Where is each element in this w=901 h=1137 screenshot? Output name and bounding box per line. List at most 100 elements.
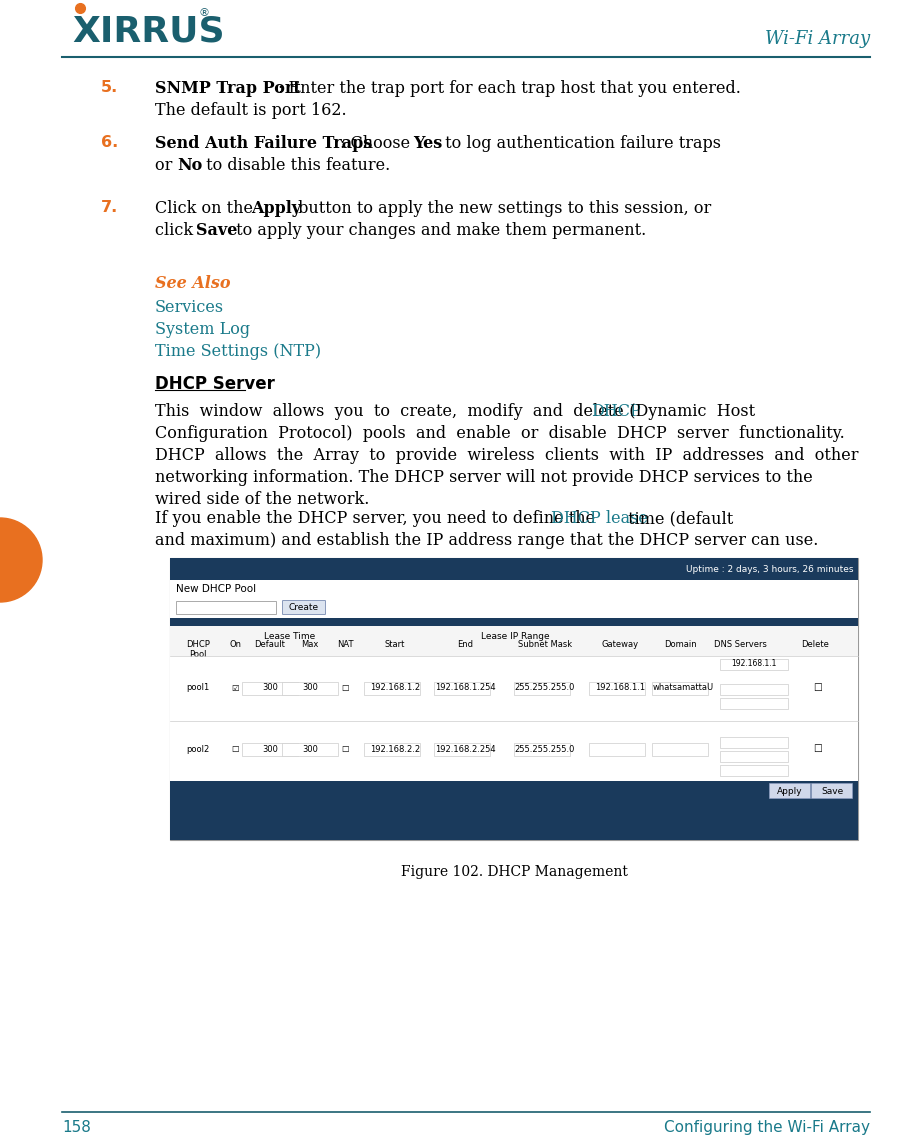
Text: DHCP: DHCP [591, 402, 641, 420]
Bar [170, 558, 858, 840]
Bar [242, 682, 298, 695]
Text: On: On [229, 640, 241, 649]
Text: : Choose: : Choose [340, 135, 415, 152]
Text: Services: Services [155, 299, 224, 316]
Bar [434, 742, 490, 756]
Text: End: End [457, 640, 473, 649]
Text: Apply: Apply [251, 200, 301, 217]
Text: to apply your changes and make them permanent.: to apply your changes and make them perm… [231, 222, 646, 239]
Text: Configuration  Protocol)  pools  and  enable  or  disable  DHCP  server  functio: Configuration Protocol) pools and enable… [155, 425, 845, 442]
Text: Save: Save [821, 787, 843, 796]
Text: 255.255.255.0: 255.255.255.0 [514, 745, 575, 754]
Bar [170, 656, 858, 721]
Text: and maximum) and establish the IP address range that the DHCP server can use.: and maximum) and establish the IP addres… [155, 532, 818, 549]
Text: The default is port 162.: The default is port 162. [155, 102, 347, 119]
Text: DNS Servers: DNS Servers [714, 640, 767, 649]
Text: System Log: System Log [155, 321, 250, 338]
Text: 192.168.2.254: 192.168.2.254 [434, 745, 496, 754]
Bar [652, 682, 708, 695]
Text: ☑: ☑ [232, 683, 239, 692]
Text: 192.168.1.1: 192.168.1.1 [732, 659, 777, 669]
Text: 255.255.255.0: 255.255.255.0 [514, 683, 575, 692]
Bar [170, 558, 858, 563]
Text: XIRRUS: XIRRUS [72, 14, 224, 48]
Text: Apply: Apply [778, 787, 803, 796]
Bar [514, 682, 570, 695]
Text: DHCP  allows  the  Array  to  provide  wireless  clients  with  IP  addresses  a: DHCP allows the Array to provide wireles… [155, 447, 859, 464]
Text: See Also: See Also [155, 275, 231, 292]
Text: Wi-Fi Array: Wi-Fi Array [765, 30, 870, 48]
Text: click: click [155, 222, 198, 239]
Bar [282, 682, 338, 695]
Text: DHCP Server: DHCP Server [155, 375, 275, 393]
Text: This  window  allows  you  to  create,  modify  and  delete: This window allows you to create, modify… [155, 402, 629, 420]
Text: Time Settings (NTP): Time Settings (NTP) [155, 343, 321, 360]
Text: 192.168.1.2: 192.168.1.2 [370, 683, 420, 692]
Bar [434, 682, 490, 695]
Text: Delete: Delete [801, 640, 829, 649]
Bar [514, 742, 570, 756]
Text: Uptime : 2 days, 3 hours, 26 minutes: Uptime : 2 days, 3 hours, 26 minutes [687, 564, 854, 573]
Bar [364, 742, 420, 756]
Text: networking information. The DHCP server will not provide DHCP services to the: networking information. The DHCP server … [155, 468, 813, 485]
Text: ☐: ☐ [341, 683, 349, 692]
Bar [720, 659, 788, 670]
Text: 192.168.1.1: 192.168.1.1 [595, 683, 645, 692]
Text: 300: 300 [302, 683, 318, 692]
Text: Gateway: Gateway [602, 640, 639, 649]
Bar [170, 781, 858, 840]
Bar [589, 742, 645, 756]
Text: DHCP lease: DHCP lease [551, 511, 648, 528]
FancyBboxPatch shape [283, 600, 325, 614]
Text: Max: Max [301, 640, 319, 649]
Bar [282, 742, 338, 756]
Text: 6.: 6. [101, 135, 118, 150]
Text: 300: 300 [262, 683, 278, 692]
Text: SNMP Trap Port: SNMP Trap Port [155, 80, 301, 97]
Bar [170, 619, 858, 626]
Bar [589, 682, 645, 695]
Text: ®: ® [198, 8, 209, 18]
Text: ☐: ☐ [814, 744, 823, 754]
FancyBboxPatch shape [769, 783, 811, 798]
Text: to log authentication failure traps: to log authentication failure traps [440, 135, 721, 152]
Text: No: No [177, 157, 202, 174]
Text: ☐: ☐ [232, 745, 239, 754]
Text: If you enable the DHCP server, you need to define the: If you enable the DHCP server, you need … [155, 511, 600, 528]
Text: Yes: Yes [413, 135, 442, 152]
Text: 5.: 5. [101, 80, 118, 96]
Bar [720, 752, 788, 762]
Text: Start: Start [385, 640, 405, 649]
Text: ☐: ☐ [814, 683, 823, 692]
Text: or: or [155, 157, 177, 174]
Text: 300: 300 [262, 745, 278, 754]
Text: Create: Create [289, 603, 319, 612]
Text: Configuring the Wi-Fi Array: Configuring the Wi-Fi Array [664, 1120, 870, 1135]
Text: to disable this feature.: to disable this feature. [201, 157, 390, 174]
Text: Figure 102. DHCP Management: Figure 102. DHCP Management [401, 865, 627, 879]
Bar [652, 742, 708, 756]
Text: button to apply the new settings to this session, or: button to apply the new settings to this… [293, 200, 711, 217]
Text: Domain: Domain [664, 640, 696, 649]
Text: Subnet Mask: Subnet Mask [518, 640, 572, 649]
Bar [242, 742, 298, 756]
Text: Send Auth Failure Traps: Send Auth Failure Traps [155, 135, 372, 152]
Bar [170, 580, 858, 840]
Text: ☐: ☐ [341, 745, 349, 754]
Text: pool1: pool1 [187, 683, 210, 692]
Text: Lease Time: Lease Time [264, 632, 315, 641]
FancyBboxPatch shape [812, 783, 852, 798]
Text: whatsamattaU: whatsamattaU [652, 683, 714, 692]
Text: wired side of the network.: wired side of the network. [155, 491, 369, 508]
Text: 192.168.2.2: 192.168.2.2 [370, 745, 420, 754]
Text: Default: Default [255, 640, 286, 649]
Text: pool2: pool2 [187, 745, 210, 754]
Text: 300: 300 [302, 745, 318, 754]
Bar [170, 558, 858, 580]
Text: : Enter the trap port for each trap host that you entered.: : Enter the trap port for each trap host… [278, 80, 741, 97]
Text: Save: Save [196, 222, 237, 239]
Text: New DHCP Pool: New DHCP Pool [176, 584, 256, 594]
Text: NAT: NAT [337, 640, 353, 649]
Bar [720, 684, 788, 695]
Circle shape [0, 518, 42, 601]
